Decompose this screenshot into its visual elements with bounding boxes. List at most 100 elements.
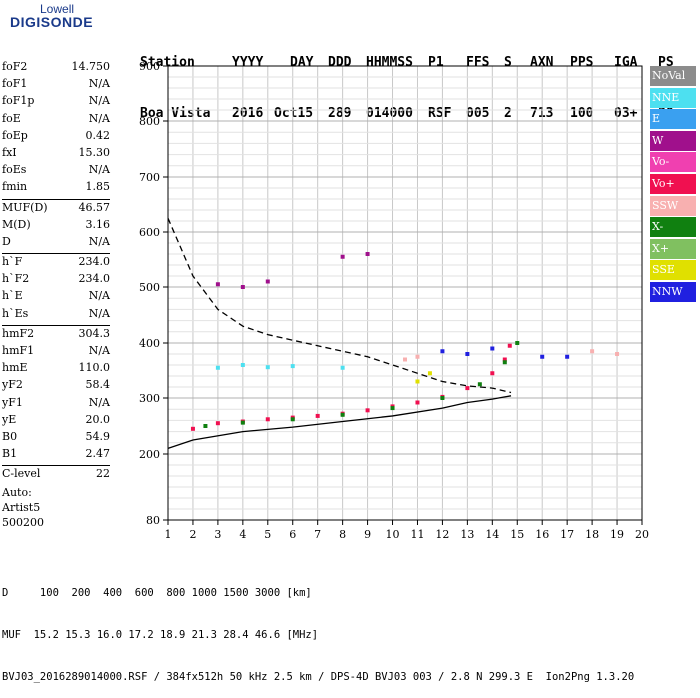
param-name: fmin	[2, 180, 28, 194]
param-name: C-level	[2, 467, 41, 481]
data-point	[440, 396, 445, 400]
param-row: h`F 234.0	[2, 255, 110, 272]
param-row: B0 54.9	[2, 430, 110, 447]
param-name: yF2	[2, 378, 23, 392]
y-tick-label: 200	[139, 448, 160, 461]
param-row: hmF1 N/A	[2, 344, 110, 361]
param-value: N/A	[88, 163, 110, 177]
param-row: foEs N/A	[2, 163, 110, 180]
x-tick-label: 1	[165, 528, 172, 541]
data-point	[502, 360, 507, 365]
dashed-profile-line	[167, 217, 512, 394]
data-point	[265, 365, 270, 370]
autoscaling-info: Auto: Artist5 500200	[2, 485, 44, 530]
param-name: B0	[2, 429, 18, 443]
x-tick-label: 9	[364, 528, 371, 541]
parameter-panel: foF2 14.750 foF1 N/A foF1p N/A foE N/A foEp 0.42 f…	[2, 60, 110, 485]
data-point	[215, 365, 220, 370]
data-point	[365, 252, 370, 256]
param-name: foE	[2, 111, 21, 125]
data-point	[265, 417, 270, 422]
param-row: fxI 15.30	[2, 146, 110, 163]
data-point	[615, 352, 620, 356]
legend-item: SSW	[650, 195, 696, 216]
param-value: N/A	[88, 77, 110, 91]
data-point	[507, 343, 512, 348]
header-value: 2	[504, 106, 512, 121]
data-point	[290, 417, 295, 422]
param-separator	[2, 253, 110, 255]
param-value: 15.30	[78, 145, 111, 159]
param-name: hmF2	[2, 326, 35, 340]
param-name: yF1	[2, 395, 23, 409]
param-name: B1	[2, 447, 18, 461]
legend-item: Vo-	[650, 152, 696, 173]
distance-row: D 100 200 400 600 800 1000 1500 3000 [km…	[2, 587, 312, 599]
y-tick-label: 700	[139, 171, 160, 184]
data-point	[340, 412, 345, 417]
data-point	[215, 282, 220, 287]
param-row: h`E N/A	[2, 289, 110, 306]
param-row: MUF(D) 46.57	[2, 201, 110, 218]
param-value: N/A	[88, 234, 110, 248]
param-value: 46.57	[78, 200, 111, 214]
x-tick-label: 17	[560, 528, 574, 541]
x-tick-label: 11	[410, 528, 424, 541]
direction-legend: NoVal NNE E W Vo- Vo+ SSW X- X+ SSE NNW	[650, 66, 696, 304]
param-value: 3.16	[85, 217, 111, 231]
param-row: hmE 110.0	[2, 361, 110, 378]
y-tick-label: 80	[146, 514, 160, 527]
x-tick-label: 8	[339, 528, 346, 541]
param-value: 58.4	[85, 378, 111, 392]
param-name: h`F2	[2, 272, 30, 286]
x-tick-label: 12	[435, 528, 449, 541]
param-row: h`F2 234.0	[2, 272, 110, 289]
param-value: N/A	[88, 395, 110, 409]
y-tick-label: 300	[139, 392, 160, 405]
x-tick-label: 19	[610, 528, 624, 541]
legend-item: E	[650, 109, 696, 130]
legend-item: X+	[650, 238, 696, 259]
param-row: foE N/A	[2, 112, 110, 129]
param-name: hmE	[2, 361, 28, 375]
auto-method: Artist5	[2, 501, 41, 514]
data-point	[240, 420, 245, 425]
param-value: N/A	[88, 306, 110, 320]
param-name: MUF(D)	[2, 200, 48, 214]
param-name: foEp	[2, 128, 28, 142]
param-value: 234.0	[78, 272, 111, 286]
auto-label: Auto:	[2, 486, 32, 499]
param-value: 54.9	[85, 429, 111, 443]
plot-frame	[167, 65, 643, 521]
data-point	[190, 426, 195, 431]
param-value: N/A	[88, 111, 110, 125]
data-point	[477, 382, 482, 387]
param-value: 22	[96, 467, 110, 481]
digisonde-logo: Lowell DIGISONDE	[4, 2, 154, 42]
param-row: h`Es N/A	[2, 307, 110, 324]
ionogram-chart: 1 2 3 4 5 6 7 8 9 10 11 12 13 14 15 16 17 18 19 20802003004…	[139, 60, 649, 541]
legend-item: W	[650, 130, 696, 151]
data-point	[540, 354, 545, 359]
x-tick-label: 2	[189, 528, 196, 541]
data-point	[215, 421, 220, 426]
x-tick-label: 10	[386, 528, 400, 541]
param-name: D	[2, 234, 11, 248]
param-row: M(D) 3.16	[2, 218, 110, 235]
legend-item: NNE	[650, 87, 696, 108]
y-tick-label: 500	[139, 281, 160, 294]
data-point	[490, 346, 495, 351]
data-point	[515, 341, 520, 345]
x-tick-label: 16	[535, 528, 549, 541]
data-point	[390, 406, 395, 411]
param-name: foF1p	[2, 94, 35, 108]
param-value: 110.0	[78, 361, 111, 375]
x-tick-label: 6	[289, 528, 296, 541]
y-tick-label: 600	[139, 226, 160, 239]
param-row: hmF2 304.3	[2, 327, 110, 344]
param-value: N/A	[88, 344, 110, 357]
data-point	[203, 424, 208, 428]
profile-line	[167, 395, 512, 450]
param-name: foEs	[2, 163, 27, 177]
param-value: 304.3	[78, 326, 111, 340]
